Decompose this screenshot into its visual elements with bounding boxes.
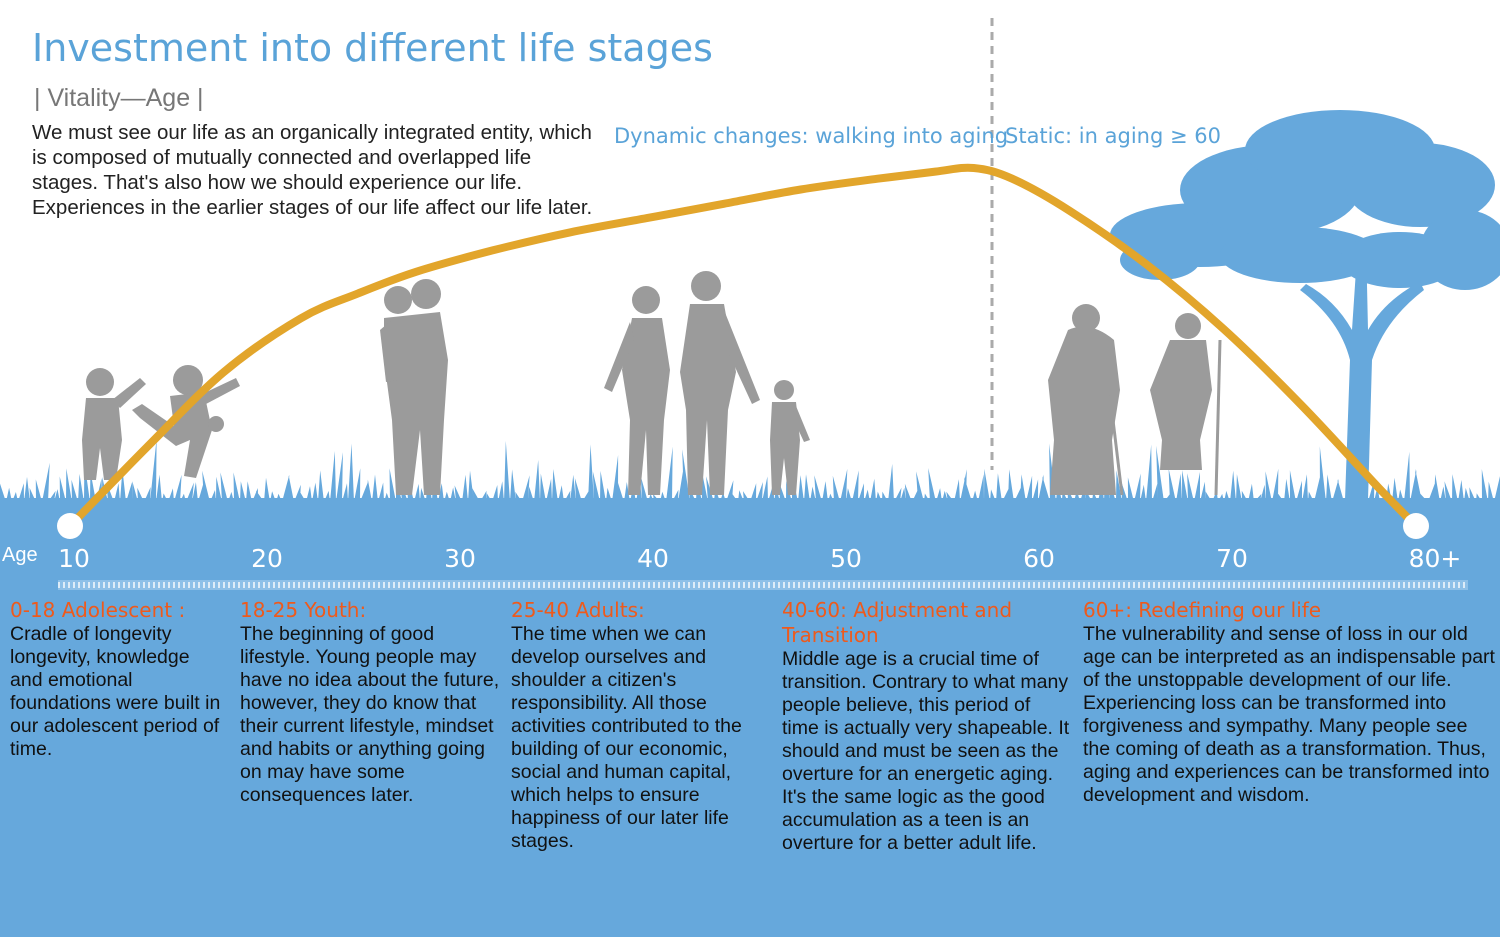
tick-label: 80+	[1408, 544, 1462, 573]
ground-band	[0, 498, 1500, 937]
stage-title: 25-40 Adults:	[511, 598, 645, 622]
curve-end-point	[1403, 513, 1429, 539]
couple-hugging-silhouette	[380, 279, 448, 495]
chart-subtitle: | Vitality—Age |	[34, 84, 204, 112]
curve-start-point	[57, 513, 83, 539]
stage-adults: 25-40 Adults: The time when we can devel…	[511, 598, 773, 853]
tick-label: 50	[830, 544, 862, 573]
stage-title: 40-60: Adjustment and Transition	[782, 598, 1013, 647]
tick-label: 30	[444, 544, 476, 573]
stage-title: 0-18 Adolescent :	[10, 598, 186, 622]
phase-label-static: Static: in aging ≥ 60	[1005, 124, 1221, 148]
family-walking-silhouette	[604, 271, 810, 495]
stage-title: 18-25 Youth:	[240, 598, 367, 622]
acacia-tree-silhouette	[1110, 110, 1500, 500]
stage-title: 60+: Redefining our life	[1083, 598, 1322, 622]
age-axis-label: Age	[2, 544, 38, 566]
stage-description: The time when we can develop ourselves a…	[511, 623, 742, 852]
grass	[0, 438, 1500, 510]
vitality-curve	[66, 163, 1420, 530]
stage-description: The beginning of good lifestyle. Young p…	[240, 623, 500, 806]
phase-label-dynamic: Dynamic changes: walking into aging	[614, 124, 1009, 148]
stage-youth: 18-25 Youth: The beginning of good lifes…	[240, 598, 502, 807]
stage-redefining: 60+: Redefining our life The vulnerabili…	[1083, 598, 1497, 807]
page-title: Investment into different life stages	[32, 26, 713, 70]
tick-label: 40	[637, 544, 669, 573]
intro-paragraph: We must see our life as an organically i…	[32, 121, 593, 219]
tick-label: 20	[251, 544, 283, 573]
tick-label: 10	[58, 544, 90, 573]
stage-description: The vulnerability and sense of loss in o…	[1083, 623, 1495, 806]
stage-description: Middle age is a crucial time of transiti…	[782, 648, 1070, 854]
elderly-couple-silhouette	[1048, 304, 1222, 496]
stage-adolescent: 0-18 Adolescent : Cradle of longevity lo…	[10, 598, 226, 761]
stage-adjustment: 40-60: Adjustment and Transition Middle …	[782, 598, 1072, 855]
children-playing-silhouette	[82, 365, 240, 480]
stage-description: Cradle of longevity longevity, knowledge…	[10, 623, 221, 760]
tick-label: 70	[1216, 544, 1248, 573]
tick-label: 60	[1023, 544, 1055, 573]
